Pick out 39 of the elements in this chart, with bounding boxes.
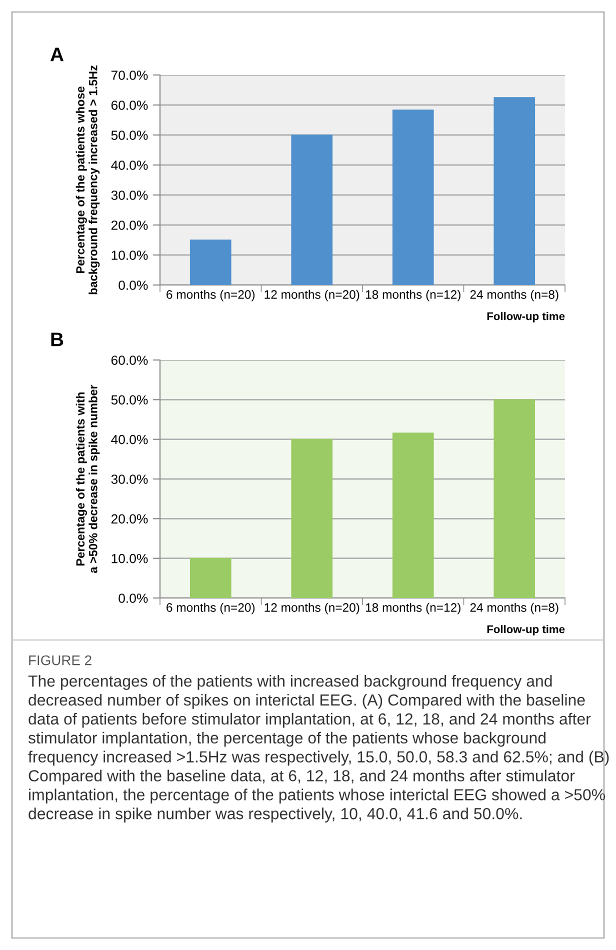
x-tick-label: 18 months (n=12) <box>366 602 460 614</box>
y-tick-label: 10.0% <box>112 554 148 564</box>
bar <box>291 134 333 285</box>
y-tick-label: 70.0% <box>111 70 148 80</box>
y-axis-title: Percentage of the patients with a >50% decrease in spike number <box>76 384 100 573</box>
text: A <box>50 48 64 62</box>
x-tick-label: 12 months (n=20) <box>264 602 360 614</box>
bar <box>190 558 232 598</box>
y-tick-label: 20.0% <box>111 514 148 524</box>
y-tick-label: 10.0% <box>112 250 148 260</box>
y-tick-label: 60.0% <box>111 100 148 110</box>
y-tick-label: 30.0% <box>111 474 148 484</box>
y-axis-title: Percentage of the patients whose background frequency increased > 1.5Hz <box>76 65 100 294</box>
y-tick-label: 50.0% <box>111 395 148 405</box>
bar <box>392 432 434 598</box>
caption: FIGURE 2 <box>29 655 92 666</box>
y-tick-label: 60.0% <box>111 356 148 365</box>
y-tick-label: 40.0% <box>111 160 148 170</box>
x-tick-label: 24 months (n=8) <box>470 290 558 302</box>
text: B <box>51 332 64 346</box>
bar <box>392 110 434 285</box>
y-tick-label: 30.0% <box>111 190 148 200</box>
bar <box>190 240 232 285</box>
x-tick-label: 12 months (n=20) <box>264 290 360 302</box>
y-tick-label: 20.0% <box>111 220 148 230</box>
bar <box>291 438 333 598</box>
text: The percentages of the patients with increased background frequency and decreased number of spikes on interictal EEG. (A) Compared with the baseline data of patients before stimulator implantation, at 6, 12, 18, and 24 months after stimulator implantation, the percentage of the patients whose background frequency increased >1.5Hz was respectively, 15.0, 50.0, 58.3 and 62.5%; and (B) Compared with the baseline data, at 6, 12, 18, and 24 months after stimulator implantation, the percentage of the patients whose interictal EEG showed a >50% decrease in spike number was respectively, 10, 40.0, 41.6 and 50.0%. <box>28 675 609 822</box>
x-axis-title: Follow-up time <box>487 625 565 636</box>
bar <box>494 399 536 598</box>
x-tick-label: 18 months (n=12) <box>366 290 460 302</box>
x-tick-label: 6 months (n=20) <box>166 290 255 302</box>
x-tick-label: 24 months (n=8) <box>470 602 558 614</box>
x-axis-title: Follow-up time <box>487 312 565 322</box>
bar <box>494 97 536 285</box>
y-tick-label: 50.0% <box>111 130 148 140</box>
x-tick-label: 6 months (n=20) <box>166 602 255 614</box>
y-tick-label: 0.0% <box>118 280 148 290</box>
y-tick-label: 0.0% <box>118 594 148 603</box>
y-tick-label: 40.0% <box>111 434 148 444</box>
